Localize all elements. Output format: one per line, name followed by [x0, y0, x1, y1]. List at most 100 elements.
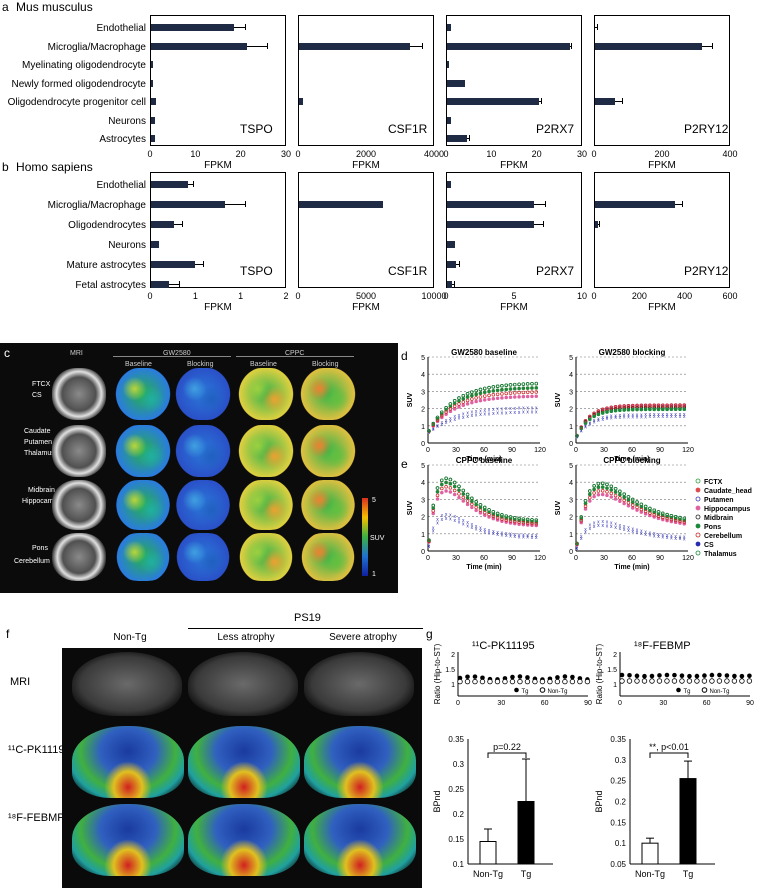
tac-marker-x: x: [589, 523, 592, 529]
tac-marker: [491, 510, 496, 514]
tac-marker: [435, 489, 440, 494]
tac-marker: [530, 390, 534, 394]
ratio-nontg-point: [487, 678, 493, 685]
tac-marker-x: x: [670, 412, 673, 418]
tac-marker-x: x: [614, 413, 617, 419]
tac-marker: [525, 382, 530, 386]
tac-marker: [482, 510, 487, 515]
region-midbrain: Midbrain: [28, 487, 55, 494]
tac-marker-x: x: [610, 414, 613, 420]
tac-marker: [452, 399, 457, 403]
tac-marker: [622, 498, 626, 503]
ratio-ytick: 2: [613, 652, 617, 659]
tac-marker: [474, 505, 478, 510]
tac-marker-x: x: [683, 414, 686, 420]
tac-marker-x: x: [597, 519, 600, 525]
tac-marker-x: x: [514, 532, 517, 538]
tac-marker-x: x: [589, 422, 592, 428]
tac-marker: [579, 515, 583, 519]
legend-marker: [695, 496, 701, 502]
b-category-label: Mature astrocytes: [66, 260, 146, 271]
tac-marker-x: x: [462, 412, 465, 418]
tac-marker: [461, 393, 466, 398]
a-chart-box: [150, 15, 286, 146]
tac-marker: [626, 501, 631, 505]
tac-marker: [491, 385, 496, 389]
tac-marker: [517, 395, 521, 399]
tac-xtick: 90: [508, 447, 516, 454]
ratio-nontg-point: [656, 678, 663, 684]
b-tick-label: 400: [677, 291, 693, 301]
tac-marker-x: x: [475, 527, 478, 533]
tac-marker: [643, 512, 648, 516]
tac-marker: [465, 499, 470, 503]
pet-slice: [175, 425, 231, 477]
tac-marker-x: x: [649, 530, 652, 536]
panel-c-images: c MRI GW2580 CPPC Baseline Blocking Base…: [0, 343, 398, 593]
tac-marker: [613, 490, 618, 494]
tac-marker: [630, 500, 635, 505]
tac-marker: [613, 486, 618, 491]
b-errorcap: [544, 201, 546, 207]
a-errorbar: [467, 138, 470, 139]
tac-marker-x: x: [580, 534, 583, 540]
a-tick-label: 4000: [423, 149, 445, 159]
bp-category: Tg: [521, 869, 532, 879]
tac-marker: [504, 395, 508, 400]
tac-marker-x: x: [458, 416, 461, 422]
tac-marker-x: x: [535, 405, 538, 411]
mri-mouse-brain: [304, 652, 414, 716]
bp-bracket: [487, 752, 527, 758]
tac-marker: [673, 515, 678, 519]
ratio-tg-point: [457, 675, 463, 681]
tac-marker: [639, 502, 644, 507]
tac-marker-x: x: [522, 410, 525, 416]
pet-slice: [115, 533, 171, 581]
pet-slice: [238, 480, 294, 530]
tac-marker: [579, 426, 583, 431]
tac-marker-x: x: [531, 410, 534, 416]
b-errorcap: [459, 261, 461, 267]
ps19-label: PS19: [294, 612, 321, 624]
tac-marker: [427, 539, 431, 544]
tac-marker-x: x: [679, 414, 682, 420]
tac-marker-x: x: [428, 430, 431, 436]
bp-ytick: 0.15: [448, 835, 464, 844]
row-febmp: ¹⁸F-FEBMP: [8, 812, 65, 824]
tac-marker-x: x: [466, 520, 469, 526]
a-errorbar: [409, 45, 423, 47]
tac-marker-x: x: [475, 413, 478, 419]
tac-marker-x: x: [436, 517, 439, 523]
tac-marker-x: x: [492, 407, 495, 413]
suv-colorbar: [362, 498, 368, 576]
tac-marker-x: x: [593, 520, 596, 526]
ratio-xtick: 60: [541, 700, 549, 707]
b-errorbar: [194, 264, 203, 265]
ratio-tg-point: [510, 674, 515, 680]
ratio-nontg-point: [671, 678, 678, 684]
b-errorbar: [534, 224, 544, 225]
tac-ytick: 0: [569, 549, 573, 556]
tac-marker: [444, 485, 448, 489]
tac-marker-x: x: [679, 534, 682, 540]
tac-marker-x: x: [449, 418, 452, 424]
tac-xtick: 120: [534, 447, 546, 454]
tac-marker-x: x: [610, 521, 613, 527]
tac-marker: [517, 520, 521, 525]
tac-marker-x: x: [636, 412, 639, 418]
tac-marker: [500, 392, 504, 396]
tac-marker: [487, 515, 491, 519]
tac-marker-x: x: [670, 534, 673, 540]
ratio-tg-point: [739, 673, 745, 679]
a-errorbar: [247, 45, 268, 47]
tac-marker-x: x: [662, 535, 665, 541]
tac-xtick: 30: [452, 555, 460, 562]
ratio-tg-point: [672, 672, 677, 678]
mri-slice: [52, 425, 106, 477]
tac-marker: [626, 408, 631, 412]
legend-nontg-marker: [539, 687, 546, 693]
tac-marker: [643, 407, 648, 412]
tac-marker: [444, 410, 448, 414]
tac-marker: [478, 508, 483, 512]
a-tick-label: 20: [531, 149, 542, 159]
